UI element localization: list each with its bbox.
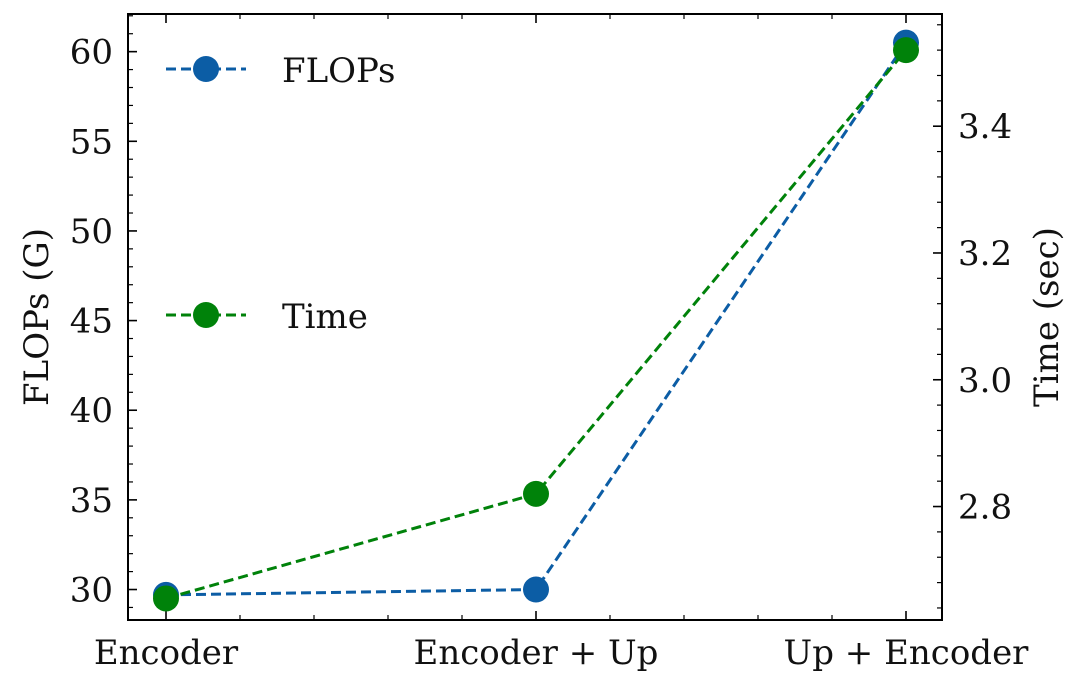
y-right-tick-label: 3.2: [958, 234, 1012, 274]
y-left-tick-label: 35: [70, 481, 113, 521]
legend-flops-label: FLOPs: [282, 51, 395, 91]
series-point-time: [153, 585, 179, 612]
y-left-tick-label: 40: [70, 391, 113, 431]
x-tick-label: Encoder + Up: [414, 633, 659, 673]
y-axis-right-title: Time (sec): [1027, 227, 1067, 407]
y-left-tick-label: 45: [70, 302, 113, 342]
series-line-time: [165, 49, 908, 600]
series-point-time: [523, 480, 549, 507]
legend-time-label: Time: [282, 297, 368, 337]
legend-entry-time: Time: [166, 297, 368, 337]
series-point-flops: [523, 576, 549, 603]
legend-time-marker: [193, 302, 219, 328]
y-left-tick-label: 30: [70, 571, 113, 611]
y-left-tick-label: 50: [70, 212, 113, 252]
tick-labels: 30 35 40 45 50 55 60 2.8 3.0 3.2 3.4 Encoder Encoder…: [70, 33, 1029, 673]
series-line-flops: [165, 41, 908, 597]
data-lines: [165, 41, 908, 600]
y-left-tick-label: 60: [70, 33, 113, 73]
legend: FLOPs Time: [166, 51, 395, 337]
x-tick-label: Encoder: [94, 633, 239, 673]
y-right-tick-label: 2.8: [958, 488, 1012, 528]
data-markers: [153, 29, 919, 612]
axes-ticks: [128, 14, 942, 620]
y-axis-left-title: FLOPs (G): [17, 228, 57, 406]
y-right-tick-label: 3.0: [958, 361, 1012, 401]
legend-entry-flops: FLOPs: [166, 51, 395, 91]
x-tick-label: Up + Encoder: [784, 633, 1030, 673]
series-point-time: [893, 37, 919, 64]
plot-frame: [127, 13, 943, 621]
y-left-tick-label: 55: [70, 122, 113, 162]
y-right-tick-label: 3.4: [958, 107, 1012, 147]
legend-flops-marker: [193, 56, 219, 82]
